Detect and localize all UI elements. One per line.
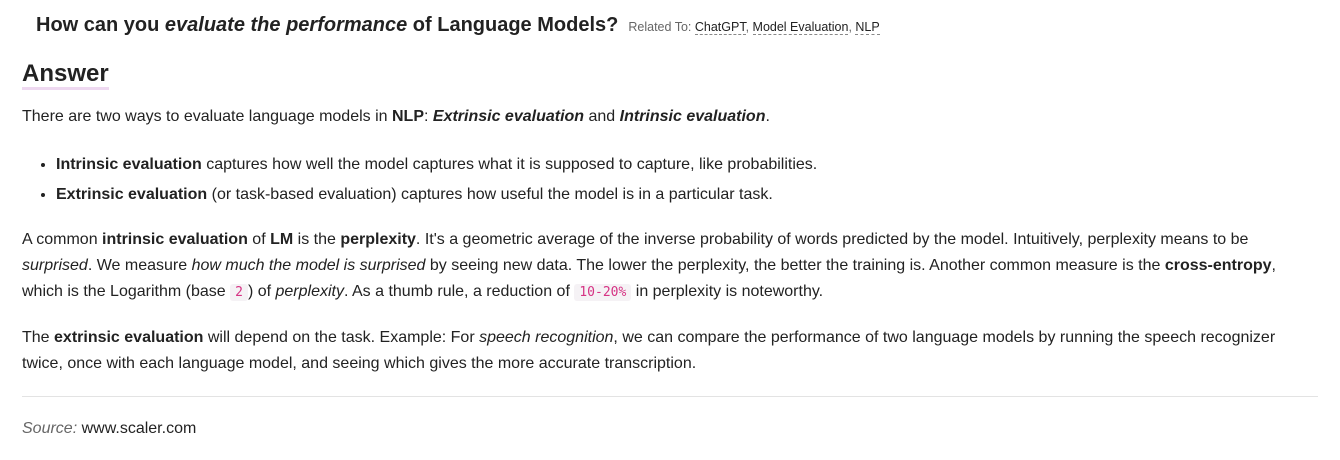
inline-code-reduction: 10-20% xyxy=(574,284,632,301)
tag-separator: , xyxy=(745,20,753,34)
para-bold: intrinsic evaluation xyxy=(102,231,248,248)
para-text: The xyxy=(22,329,55,346)
question-suffix: of Language Models? xyxy=(407,14,619,36)
related-tags: Related To: ChatGPT, Model Evaluation, N… xyxy=(628,20,880,35)
list-item-text: captures how well the model captures wha… xyxy=(201,156,818,173)
para-bold: LM xyxy=(270,231,294,248)
intro-text: : xyxy=(424,108,433,125)
para-bold: cross-entropy xyxy=(1164,257,1272,274)
intro-nlp: NLP xyxy=(392,108,424,125)
para-text: is the xyxy=(293,231,341,248)
question-header: How can you evaluate the performance of … xyxy=(36,14,880,37)
tag-separator: , xyxy=(848,20,856,34)
intro-text: There are two ways to evaluate language … xyxy=(22,108,392,125)
para-italic: speech recognition xyxy=(479,329,614,346)
inline-code-base: 2 xyxy=(230,284,248,301)
tag-link-model-evaluation[interactable]: Model Evaluation xyxy=(752,20,849,35)
divider xyxy=(22,396,1318,397)
source-site: www.scaler.com xyxy=(81,420,197,437)
list-item-term: Extrinsic evaluation xyxy=(56,186,208,203)
para-text: in perplexity is noteworthy. xyxy=(631,283,824,300)
answer-heading-text: Answer xyxy=(22,60,109,90)
related-label: Related To: xyxy=(628,20,692,34)
source-label: Source: xyxy=(22,420,78,437)
perplexity-paragraph: A common intrinsic evaluation of LM is t… xyxy=(22,227,1318,306)
para-text: will depend on the task. Example: For xyxy=(203,329,480,346)
para-italic: surprised xyxy=(22,257,88,274)
list-item-text: (or task-based evaluation) captures how … xyxy=(207,186,773,203)
extrinsic-paragraph: The extrinsic evaluation will depend on … xyxy=(22,325,1318,377)
para-text: of xyxy=(247,231,271,248)
para-text: A common xyxy=(22,231,103,248)
para-italic: perplexity xyxy=(275,283,344,300)
para-text: . We measure xyxy=(87,257,192,274)
evaluation-list: Intrinsic evaluation captures how well t… xyxy=(22,150,817,210)
para-text: by seeing new data. The lower the perple… xyxy=(425,257,1165,274)
intro-intrinsic: Intrinsic evaluation xyxy=(619,108,766,125)
list-item-term: Intrinsic evaluation xyxy=(56,156,202,173)
para-bold: extrinsic evaluation xyxy=(54,329,204,346)
para-text: , which is the Logarithm (base xyxy=(22,257,1276,300)
answer-intro: There are two ways to evaluate language … xyxy=(22,104,770,130)
para-text: . As a thumb rule, a reduction of xyxy=(343,283,575,300)
para-text: , we can compare the performance of two … xyxy=(22,329,1276,372)
answer-heading: Answer xyxy=(22,60,109,90)
tag-link-nlp[interactable]: NLP xyxy=(855,20,880,35)
question-emphasis: evaluate the performance xyxy=(164,14,408,36)
para-bold: perplexity xyxy=(340,231,416,248)
question-prefix: How can you xyxy=(36,14,165,36)
para-text: ) of xyxy=(247,283,276,300)
source-line: Source: www.scaler.com xyxy=(22,420,196,438)
intro-extrinsic: Extrinsic evaluation xyxy=(432,108,585,125)
para-italic: how much the model is surprised xyxy=(191,257,426,274)
para-text: . It's a geometric average of the invers… xyxy=(415,231,1249,248)
intro-text: . xyxy=(765,108,770,125)
question-title: How can you evaluate the performance of … xyxy=(36,14,618,37)
intro-text: and xyxy=(584,108,620,125)
list-item: Extrinsic evaluation (or task-based eval… xyxy=(56,180,817,210)
tag-link-chatgpt[interactable]: ChatGPT xyxy=(694,20,746,35)
list-item: Intrinsic evaluation captures how well t… xyxy=(56,150,817,180)
